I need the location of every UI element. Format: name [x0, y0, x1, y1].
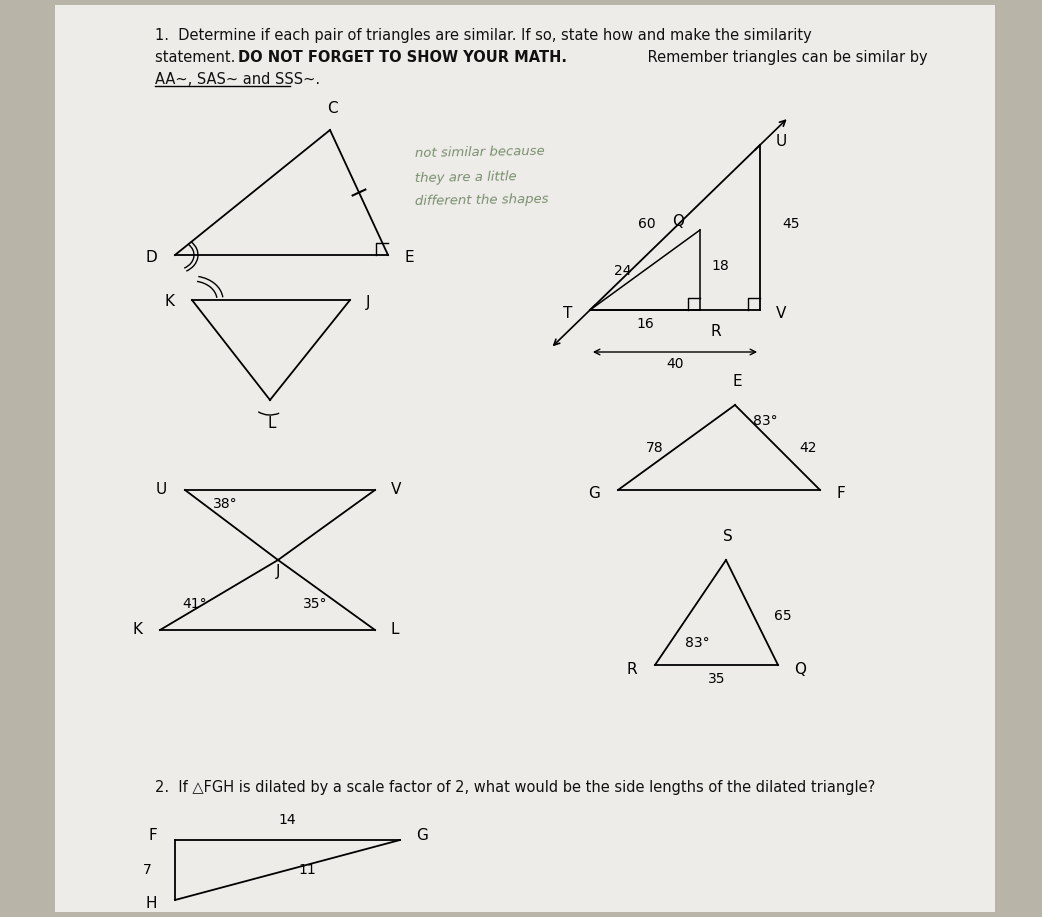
Text: G: G: [588, 487, 600, 502]
Text: E: E: [404, 249, 414, 264]
Text: 7: 7: [143, 863, 151, 877]
Text: 16: 16: [636, 317, 654, 331]
Text: 24: 24: [614, 264, 631, 278]
Text: 41°: 41°: [182, 597, 206, 611]
Text: Q: Q: [794, 661, 807, 677]
Text: 42: 42: [799, 440, 817, 455]
Text: 35°: 35°: [303, 597, 327, 611]
Text: H: H: [146, 897, 157, 911]
Text: J: J: [366, 294, 371, 310]
Text: C: C: [327, 101, 338, 116]
Text: D: D: [145, 249, 157, 264]
Text: R: R: [710, 324, 721, 339]
Text: 45: 45: [782, 216, 799, 230]
Text: DO NOT FORGET TO SHOW YOUR MATH.: DO NOT FORGET TO SHOW YOUR MATH.: [238, 50, 567, 65]
Text: 65: 65: [774, 610, 792, 624]
Text: S: S: [723, 529, 733, 544]
Text: J: J: [276, 564, 280, 579]
Text: different the shapes: different the shapes: [415, 193, 549, 208]
Text: 40: 40: [666, 357, 684, 371]
Text: AA~, SAS~ and SSS~.: AA~, SAS~ and SSS~.: [155, 72, 320, 87]
Text: K: K: [164, 294, 174, 310]
Text: 38°: 38°: [213, 497, 238, 511]
Text: statement.: statement.: [155, 50, 240, 65]
Text: 14: 14: [278, 813, 296, 827]
Text: U: U: [155, 482, 167, 498]
Text: 1.  Determine if each pair of triangles are similar. If so, state how and make t: 1. Determine if each pair of triangles a…: [155, 28, 812, 43]
Text: F: F: [836, 487, 845, 502]
Text: K: K: [132, 623, 142, 637]
Text: 83°: 83°: [685, 636, 710, 650]
Text: Remember triangles can be similar by: Remember triangles can be similar by: [643, 50, 927, 65]
Text: 60: 60: [638, 216, 655, 230]
Text: Q: Q: [672, 215, 684, 229]
Text: G: G: [416, 828, 428, 844]
Text: 78: 78: [646, 440, 664, 455]
Text: 2.  If △FGH is dilated by a scale factor of 2, what would be the side lengths of: 2. If △FGH is dilated by a scale factor …: [155, 780, 875, 795]
Text: not similar because: not similar because: [415, 145, 545, 160]
Text: F: F: [148, 828, 157, 844]
Text: U: U: [776, 134, 788, 149]
Text: E: E: [733, 374, 742, 389]
Text: 18: 18: [711, 259, 728, 273]
FancyBboxPatch shape: [55, 5, 995, 912]
Text: 35: 35: [708, 672, 725, 686]
Text: L: L: [268, 416, 276, 431]
Text: they are a little: they are a little: [415, 170, 517, 184]
Text: T: T: [563, 306, 572, 322]
Text: L: L: [391, 623, 399, 637]
Text: R: R: [626, 661, 637, 677]
Text: V: V: [776, 306, 787, 322]
Text: 83°: 83°: [753, 414, 777, 428]
Text: V: V: [391, 482, 401, 498]
Text: 11: 11: [299, 863, 317, 877]
